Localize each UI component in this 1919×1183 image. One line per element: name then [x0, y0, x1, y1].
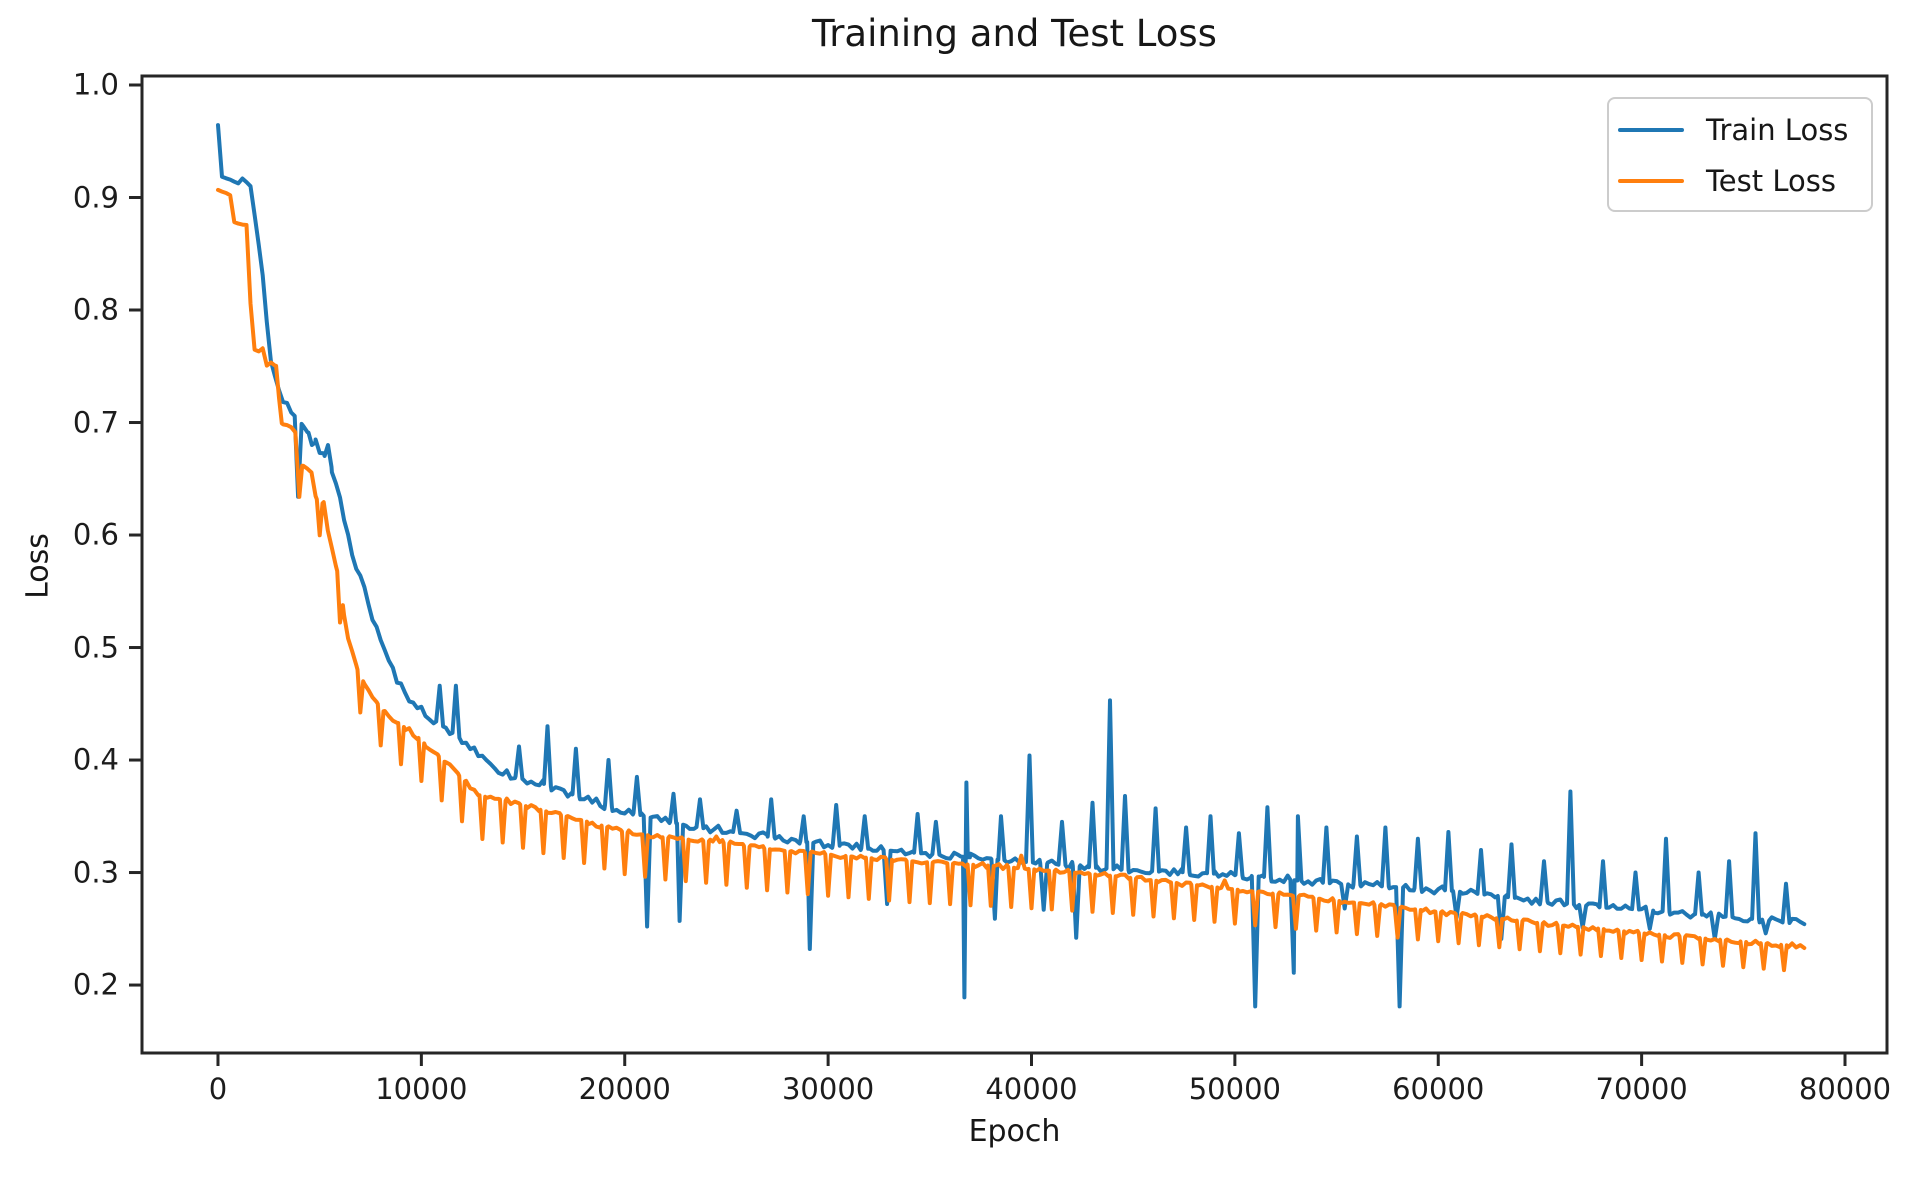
x-tick-label: 20000	[578, 1072, 671, 1106]
y-tick-label: 1.0	[72, 67, 119, 102]
x-tick-label: 0	[208, 1072, 228, 1106]
y-tick-label: 0.3	[72, 854, 119, 889]
axis-tick-marks	[129, 83, 1847, 1066]
x-tick-label: 60000	[1392, 1072, 1485, 1106]
legend: Train Loss Test Loss	[1607, 97, 1873, 212]
train-loss-line	[216, 123, 1807, 1009]
train-loss-legend-line	[1618, 127, 1684, 132]
x-tick-label: 30000	[781, 1072, 875, 1106]
train-loss-legend-label: Train Loss	[1706, 112, 1849, 147]
x-tick-label: 70000	[1595, 1072, 1688, 1106]
test-loss-line	[216, 187, 1807, 973]
y-tick-label: 0.8	[72, 292, 119, 327]
x-tick-label: 50000	[1188, 1072, 1281, 1106]
y-tick-label: 0.4	[72, 742, 119, 777]
x-tick-label: 80000	[1798, 1072, 1892, 1106]
y-tick-label: 0.9	[72, 179, 119, 214]
test-loss-legend-label: Test Loss	[1706, 163, 1836, 198]
legend-item-test: Test Loss	[1618, 155, 1871, 206]
test-loss-legend-line	[1618, 178, 1684, 183]
x-tick-label: 10000	[375, 1072, 468, 1106]
x-tick-label: 40000	[985, 1072, 1078, 1106]
x-axis-label: Epoch	[968, 1114, 1061, 1149]
chart-title: Training and Test Loss	[812, 12, 1217, 55]
y-tick-label: 0.7	[72, 404, 119, 439]
y-tick-label: 0.6	[72, 517, 119, 552]
y-tick-label: 0.2	[72, 967, 119, 1002]
legend-item-train: Train Loss	[1618, 104, 1871, 155]
axes-frame	[140, 74, 1889, 1055]
y-tick-label: 0.5	[72, 629, 119, 664]
